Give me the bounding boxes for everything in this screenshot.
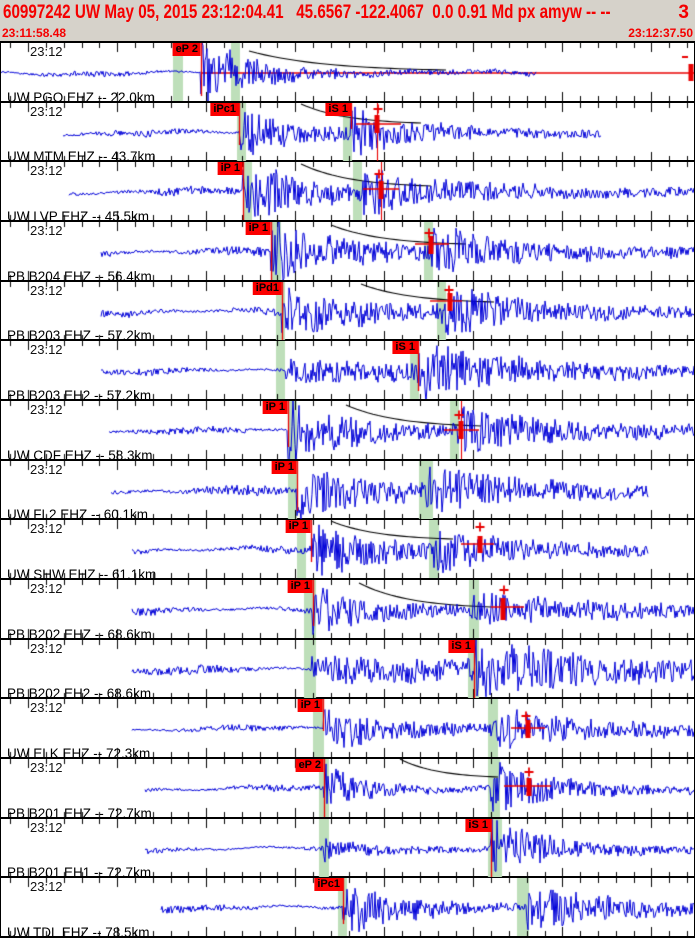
- phase-pick-label[interactable]: iPd1: [252, 281, 282, 295]
- station-label: UW FL2 EHZ -- 60.1km: [7, 507, 149, 523]
- waveform-canvas[interactable]: [1, 460, 694, 519]
- minute-label: 23:12: [30, 640, 63, 656]
- station-label: PB B204 EHZ -- 56.4km: [7, 268, 152, 284]
- trace-row[interactable]: 23:12 UW PGO EHZ -- 22.0km eP 2: [1, 43, 694, 105]
- station-label: PB B201 EH1 -- 72.7km: [7, 865, 152, 881]
- waveform-canvas[interactable]: [1, 281, 694, 340]
- trace-panel[interactable]: 23:12 UW PGO EHZ -- 22.0km eP 2 23:12 UW MTM…: [0, 41, 695, 938]
- waveform-canvas[interactable]: [1, 341, 694, 400]
- window-end-time: 23:12:37.50: [628, 26, 693, 40]
- minute-label: 23:12: [30, 163, 63, 179]
- phase-pick-label[interactable]: eP 2: [172, 43, 201, 56]
- trace-row[interactable]: 23:12 PB B204 EHZ -- 56.4km iP 1: [1, 222, 694, 284]
- phase-pick-label[interactable]: iP 1: [297, 699, 323, 713]
- station-label: PB B201 EHZ -- 72.7km: [7, 805, 152, 821]
- minute-label: 23:12: [30, 521, 63, 537]
- phase-pick-label[interactable]: iP 1: [287, 580, 313, 594]
- minute-label: 23:12: [30, 581, 63, 597]
- trace-row[interactable]: 23:12 PB B201 EHZ -- 72.7km eP 2: [1, 759, 694, 821]
- waveform-canvas[interactable]: [1, 162, 694, 221]
- trace-row[interactable]: 23:12 UW MTM EHZ -- 43.7km iPc1 iS 1: [1, 102, 694, 165]
- station-label: UW PGO EHZ -- 22.0km: [7, 89, 155, 105]
- phase-pick-label[interactable]: iPc1: [210, 102, 239, 116]
- window-start-time: 23:11:58.48: [2, 26, 67, 40]
- waveform-canvas[interactable]: [1, 520, 694, 579]
- minute-label: 23:12: [30, 402, 63, 418]
- minute-label: 23:12: [30, 879, 63, 895]
- waveform-canvas[interactable]: [1, 818, 694, 877]
- event-header: 60997242 UW May 05, 2015 23:12:04.41 45.…: [0, 0, 695, 28]
- phase-pick-label[interactable]: iP 1: [262, 401, 288, 415]
- phase-pick-label[interactable]: iP 1: [271, 460, 297, 474]
- trace-row[interactable]: 23:12 UW FL2 EHZ -- 60.1km iP 1: [1, 460, 694, 523]
- trace-row[interactable]: 23:12 UW SHW EHZ -- 61.1km iP 1: [1, 520, 694, 583]
- waveform-canvas[interactable]: [1, 878, 694, 937]
- minute-label: 23:12: [30, 700, 63, 716]
- station-label: UW LVP EHZ -- 45.5km: [7, 209, 150, 225]
- minute-label: 23:12: [30, 342, 63, 358]
- minute-label: 23:12: [30, 44, 63, 59]
- waveform-canvas[interactable]: [1, 401, 694, 460]
- time-range-bar: 23:11:58.48 23:12:37.50: [0, 27, 695, 40]
- minute-label: 23:12: [30, 819, 63, 835]
- phase-pick-label[interactable]: iS 1: [465, 818, 491, 832]
- trace-row[interactable]: 23:12 PB B203 EHZ -- 57.2km iPd1: [1, 281, 694, 344]
- trace-row[interactable]: 23:12 PB B203 EH2 -- 57.2km iS 1: [1, 341, 694, 404]
- trace-row[interactable]: 23:12 PB B202 EH2 -- 68.6km iS 1: [1, 639, 694, 702]
- waveform-canvas[interactable]: [1, 580, 694, 639]
- phase-pick-label[interactable]: iP 1: [217, 162, 243, 176]
- event-count: 3: [678, 2, 689, 23]
- station-label: UW ELK EHZ -- 72.3km: [7, 746, 151, 762]
- minute-label: 23:12: [30, 461, 63, 477]
- station-label: UW TDL EHZ -- 78.5km: [7, 925, 150, 938]
- minute-label: 23:12: [30, 760, 63, 776]
- trace-row[interactable]: 23:12 UW CDF EHZ -- 58.3km iP 1: [1, 401, 694, 463]
- waveform-canvas[interactable]: [1, 759, 694, 818]
- trace-row[interactable]: 23:12 PB B201 EH1 -- 72.7km iS 1: [1, 818, 694, 881]
- waveform-canvas[interactable]: [1, 43, 694, 101]
- trace-row[interactable]: 23:12 UW LVP EHZ -- 45.5km iP 1: [1, 162, 694, 225]
- event-summary-text: 60997242 UW May 05, 2015 23:12:04.41 45.…: [3, 2, 611, 23]
- waveform-canvas[interactable]: [1, 699, 694, 758]
- minute-label: 23:12: [30, 282, 63, 298]
- trace-row[interactable]: 23:12 UW TDL EHZ -- 78.5km iPc1: [1, 878, 694, 938]
- phase-pick-label[interactable]: iS 1: [448, 639, 474, 653]
- waveform-canvas[interactable]: [1, 222, 694, 281]
- phase-pick-label[interactable]: iP 1: [245, 222, 271, 236]
- phase-pick-label[interactable]: iS 1: [392, 341, 418, 355]
- phase-pick-label[interactable]: iPc1: [314, 878, 343, 892]
- station-label: PB B203 EH2 -- 57.2km: [7, 388, 152, 404]
- minute-label: 23:12: [30, 103, 63, 119]
- trace-row[interactable]: 23:12 UW ELK EHZ -- 72.3km iP 1: [1, 699, 694, 762]
- station-label: PB B202 EH2 -- 68.6km: [7, 686, 152, 702]
- station-label: UW CDF EHZ -- 58.3km: [7, 447, 153, 463]
- station-label: UW SHW EHZ -- 61.1km: [7, 567, 157, 583]
- waveform-canvas[interactable]: [1, 639, 694, 698]
- phase-pick-label[interactable]: eP 2: [295, 759, 324, 773]
- minute-label: 23:12: [30, 223, 63, 239]
- station-label: PB B202 EHZ -- 68.6km: [7, 626, 152, 642]
- station-label: UW MTM EHZ -- 43.7km: [7, 149, 156, 165]
- phase-pick-label[interactable]: iS 1: [325, 102, 351, 116]
- phase-pick-label[interactable]: iP 1: [285, 520, 311, 534]
- trace-row[interactable]: 23:12 PB B202 EHZ -- 68.6km iP 1: [1, 580, 694, 642]
- station-label: PB B203 EHZ -- 57.2km: [7, 328, 152, 344]
